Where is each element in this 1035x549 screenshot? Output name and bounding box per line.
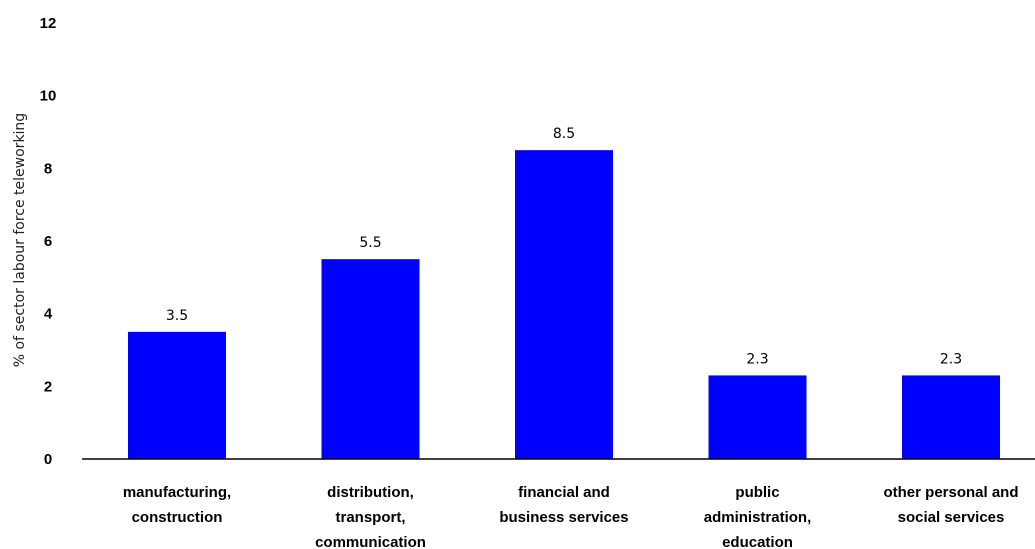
x-category-label: public administration, education (704, 484, 812, 549)
bars (128, 150, 1000, 459)
y-tick-label: 2 (44, 378, 52, 395)
data-label: 8.5 (553, 126, 575, 142)
y-tick-label: 6 (44, 233, 52, 250)
x-category-label: manufacturing, construction (123, 484, 231, 526)
data-labels: 3.5 5.5 8.5 2.3 2.3 (166, 126, 962, 367)
bar (515, 150, 613, 459)
y-axis-ticks: 0 2 4 6 8 10 12 (40, 15, 57, 468)
x-category-label: distribution, transport, communication (315, 484, 426, 549)
data-label: 5.5 (359, 235, 381, 251)
y-tick-label: 10 (40, 88, 57, 105)
data-label: 3.5 (166, 308, 188, 324)
data-label: 2.3 (746, 351, 768, 367)
y-tick-label: 8 (44, 160, 52, 177)
data-label: 2.3 (940, 351, 962, 367)
y-tick-label: 0 (44, 451, 52, 468)
y-tick-label: 12 (40, 15, 57, 32)
x-category-label: financial and business services (499, 484, 628, 526)
y-tick-label: 4 (44, 306, 53, 323)
bar (902, 375, 1000, 459)
x-category-label: other personal and social services (883, 484, 1018, 526)
y-axis-title: % of sector labour force teleworking (12, 113, 28, 367)
x-axis-labels: manufacturing, construction distribution, t… (123, 484, 1019, 549)
bar (321, 259, 420, 459)
bar (708, 375, 807, 459)
bar (128, 331, 226, 459)
